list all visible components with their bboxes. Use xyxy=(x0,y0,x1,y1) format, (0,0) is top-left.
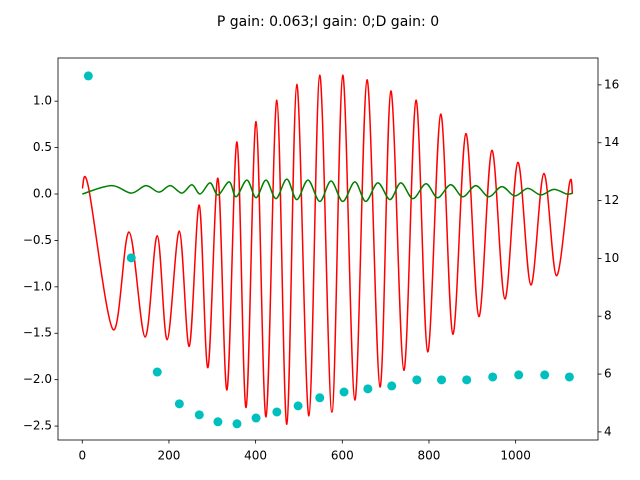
scatter-point xyxy=(232,419,242,429)
y2-tick-label: 14 xyxy=(604,135,619,149)
scatter-point xyxy=(363,384,373,394)
scatter-point xyxy=(251,413,261,423)
scatter-point xyxy=(315,393,325,403)
line xyxy=(82,178,573,203)
x-tick-label: 200 xyxy=(157,449,180,463)
x-tick-label: 1000 xyxy=(500,449,531,463)
y-tick-label: −0.5 xyxy=(23,233,52,247)
x-tick-label: 600 xyxy=(331,449,354,463)
scatter-point xyxy=(272,407,282,417)
y-tick-label: 1.0 xyxy=(33,94,52,108)
x-tick-label: 0 xyxy=(78,449,86,463)
plot-frame xyxy=(57,57,599,441)
scatter-point xyxy=(412,375,422,385)
y-tick-label: 0.5 xyxy=(33,140,52,154)
x-tick-label: 800 xyxy=(418,449,441,463)
y-tick-label: 0.0 xyxy=(33,186,52,200)
scatter-point xyxy=(339,387,349,397)
scatter-point xyxy=(462,375,472,385)
y-tick-label: −1.5 xyxy=(23,326,52,340)
scatter-point xyxy=(152,367,162,377)
scatter-point xyxy=(293,401,303,411)
x-tick-label: 400 xyxy=(244,449,267,463)
scatter-point xyxy=(213,417,223,427)
y2-tick-label: 10 xyxy=(604,251,619,265)
scatter-point xyxy=(174,399,184,409)
y2-tick-label: 6 xyxy=(604,367,612,381)
scatter-point xyxy=(387,381,397,391)
scatter-point xyxy=(437,375,447,385)
scatter-point xyxy=(540,370,550,380)
y-tick-label: −1.0 xyxy=(23,279,52,293)
y-tick-label: −2.0 xyxy=(23,372,52,386)
y2-tick-label: 16 xyxy=(604,77,619,91)
line xyxy=(81,74,574,425)
scatter-point xyxy=(83,71,93,81)
scatter-point xyxy=(194,410,204,420)
scatter-point xyxy=(126,253,136,263)
scatter-point xyxy=(564,372,574,382)
scatter-point xyxy=(488,372,498,382)
chart-title: P gain: 0.063;I gain: 0;D gain: 0 xyxy=(217,14,439,30)
y2-tick-label: 12 xyxy=(604,193,619,207)
y2-tick-label: 4 xyxy=(604,424,612,438)
y2-tick-label: 8 xyxy=(604,309,612,323)
y-tick-label: −2.5 xyxy=(23,419,52,433)
scatter-point xyxy=(514,370,524,380)
